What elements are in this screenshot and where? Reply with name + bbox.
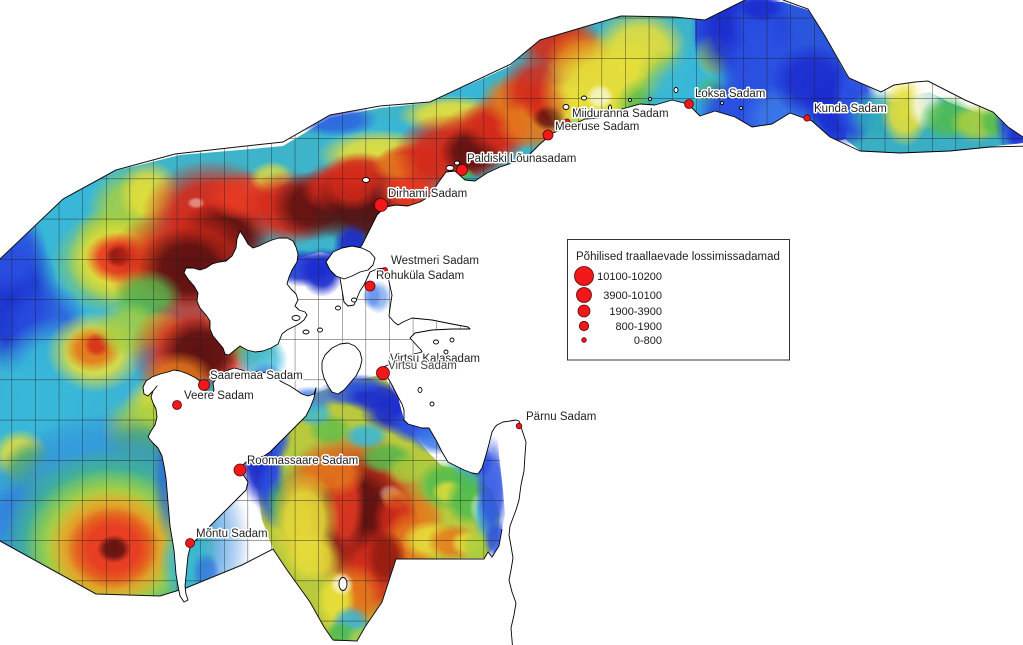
svg-text:Saaremaa Sadam: Saaremaa Sadam [210,370,303,382]
svg-text:Veere Sadam: Veere Sadam [184,390,254,402]
svg-text:800-1900: 800-1900 [616,321,663,333]
svg-text:Pärnu Sadam: Pärnu Sadam [526,411,596,423]
svg-text:Westmeri Sadam: Westmeri Sadam [391,255,479,267]
svg-text:Kunda Sadam: Kunda Sadam [814,103,887,115]
svg-text:Põhilised traallaevade lossimi: Põhilised traallaevade lossimissadamad [576,251,780,263]
svg-text:Rohuküla Sadam: Rohuküla Sadam [376,270,464,282]
svg-text:Miiduranna Sadam: Miiduranna Sadam [572,108,669,120]
svg-text:3900-10100: 3900-10100 [603,290,662,302]
svg-text:Virtsu Kalasadam: Virtsu Kalasadam [390,353,480,365]
svg-text:10100-10200: 10100-10200 [597,271,662,283]
svg-text:Paldiski Lõunasadam: Paldiski Lõunasadam [467,153,576,165]
svg-text:Virtsu Sadam: Virtsu Sadam [388,360,457,372]
svg-text:Meeruse Sadam: Meeruse Sadam [555,121,639,133]
svg-text:Dirhami Sadam: Dirhami Sadam [388,188,467,200]
svg-text:Mõntu Sadam: Mõntu Sadam [196,528,268,540]
svg-text:Loksa Sadam: Loksa Sadam [695,88,765,100]
svg-text:1900-3900: 1900-3900 [609,306,662,318]
svg-text:0-800: 0-800 [634,335,662,347]
svg-text:Roomassaare Sadam: Roomassaare Sadam [247,455,358,467]
